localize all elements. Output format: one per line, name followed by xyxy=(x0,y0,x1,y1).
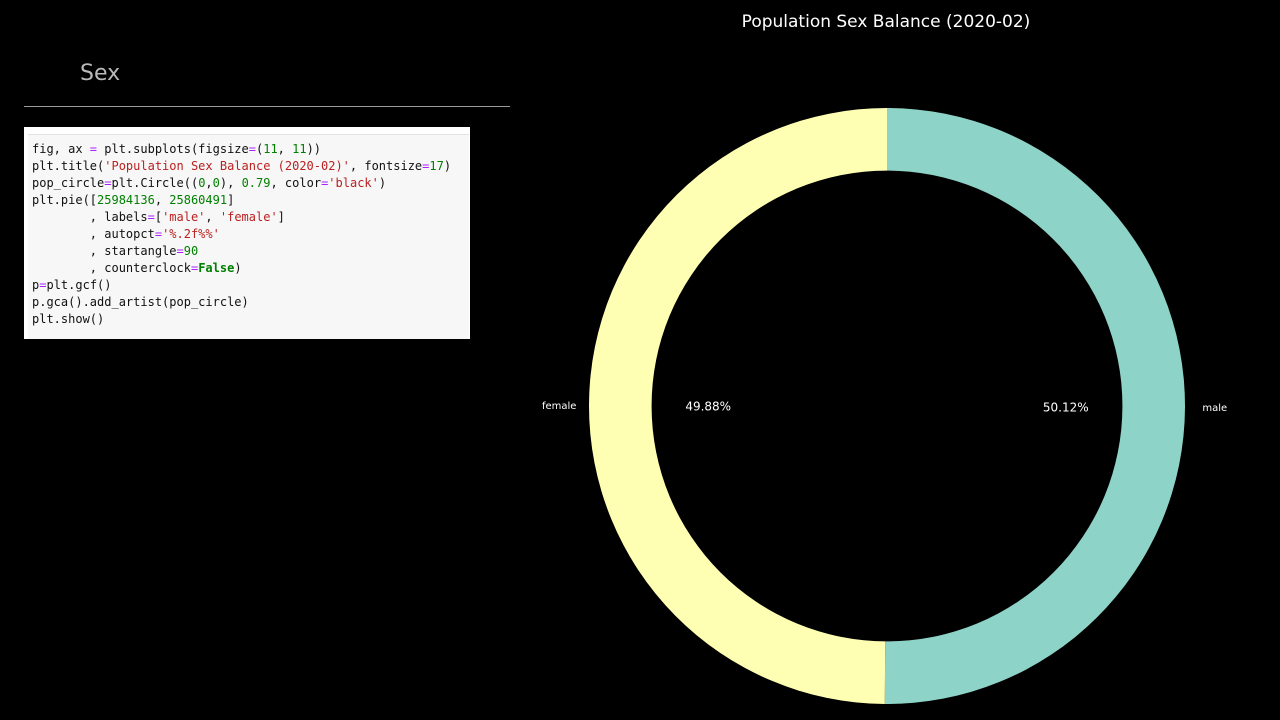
code-token: , fontsize xyxy=(349,159,423,173)
code-token: ] xyxy=(277,210,285,224)
code-token: plt.subplots(figsize xyxy=(97,142,249,156)
code-cell[interactable]: fig, ax = plt.subplots(figsize=(11, 11))… xyxy=(24,127,470,339)
code-line: , counterclock=False) xyxy=(32,260,469,277)
section-heading: Sex xyxy=(80,61,121,86)
donut-center-circle xyxy=(651,170,1123,642)
code-line: p.gca().add_artist(pop_circle) xyxy=(32,294,469,311)
code-line: plt.pie([25984136, 25860491] xyxy=(32,192,469,209)
code-line: plt.show() xyxy=(32,311,469,328)
code-token: ( xyxy=(255,142,264,156)
chart-title: Population Sex Balance (2020-02) xyxy=(741,12,1031,32)
code-token: plt.gcf() xyxy=(46,278,112,292)
code-token: 11 xyxy=(263,142,278,156)
code-token: )) xyxy=(306,142,322,156)
code-token: = xyxy=(154,227,163,241)
code-line: , labels=['male', 'female'] xyxy=(32,209,469,226)
code-token: plt.title( xyxy=(32,159,105,173)
code-token: = xyxy=(39,278,47,292)
code-token: ) xyxy=(378,176,387,190)
code-token: , counterclock xyxy=(32,261,191,275)
code-token: [ xyxy=(154,210,163,224)
code-token: False xyxy=(198,261,235,275)
code-token: , labels xyxy=(32,210,148,224)
code-token: 'black' xyxy=(328,176,379,190)
code-token: = xyxy=(422,159,430,173)
slice-percent-male: 50.12% xyxy=(1043,401,1089,415)
code-token: 11 xyxy=(292,142,307,156)
code-token: , xyxy=(277,142,293,156)
code-token: 'Population Sex Balance (2020-02)' xyxy=(104,159,350,173)
code-token: fig, ax xyxy=(32,142,90,156)
code-token: , xyxy=(205,210,220,224)
code-token: 17 xyxy=(429,159,444,173)
code-token: 0.79 xyxy=(241,176,271,190)
code-token: plt.pie([ xyxy=(32,193,98,207)
code-token: , xyxy=(154,193,170,207)
code-token: = xyxy=(104,176,112,190)
code-token: p.gca().add_artist(pop_circle) xyxy=(32,295,249,309)
code-line: fig, ax = plt.subplots(figsize=(11, 11)) xyxy=(32,141,469,158)
code-token: , xyxy=(205,176,213,190)
code-token: = xyxy=(176,244,184,258)
code-token: ] xyxy=(227,193,235,207)
code-token: 'female' xyxy=(219,210,278,224)
code-line: p=plt.gcf() xyxy=(32,277,469,294)
code-token: plt.show() xyxy=(32,312,105,326)
code-token: = xyxy=(248,142,256,156)
code-token: plt.Circle(( xyxy=(111,176,199,190)
code-token: 0 xyxy=(198,176,206,190)
slice-label-male: male xyxy=(1202,403,1227,414)
code-token: 0 xyxy=(212,176,220,190)
code-token: = xyxy=(147,210,155,224)
code-line: , autopct='%.2f%%' xyxy=(32,226,469,243)
code-token: '%.2f%%' xyxy=(162,227,220,241)
code-token: 90 xyxy=(183,244,199,258)
code-editor[interactable]: fig, ax = plt.subplots(figsize=(11, 11))… xyxy=(28,134,469,339)
code-token: p xyxy=(32,278,40,292)
code-token: ), xyxy=(219,176,242,190)
code-token: = xyxy=(321,176,329,190)
code-token: , color xyxy=(270,176,322,190)
code-line: pop_circle=plt.Circle((0,0), 0.79, color… xyxy=(32,175,469,192)
code-token: ) xyxy=(234,261,242,275)
code-token: 25984136 xyxy=(97,193,155,207)
code-token: , autopct xyxy=(32,227,155,241)
code-line: plt.title('Population Sex Balance (2020-… xyxy=(32,158,469,175)
code-token: pop_circle xyxy=(32,176,105,190)
code-line: , startangle=90 xyxy=(32,243,469,260)
slice-label-female: female xyxy=(542,401,576,412)
slice-percent-female: 49.88% xyxy=(685,399,731,413)
section-divider xyxy=(24,106,510,107)
code-token: 25860491 xyxy=(169,193,228,207)
code-token: = xyxy=(89,142,98,156)
code-token: 'male' xyxy=(162,210,206,224)
code-token: , startangle xyxy=(32,244,177,258)
code-token: = xyxy=(190,261,199,275)
code-token: ) xyxy=(443,159,452,173)
